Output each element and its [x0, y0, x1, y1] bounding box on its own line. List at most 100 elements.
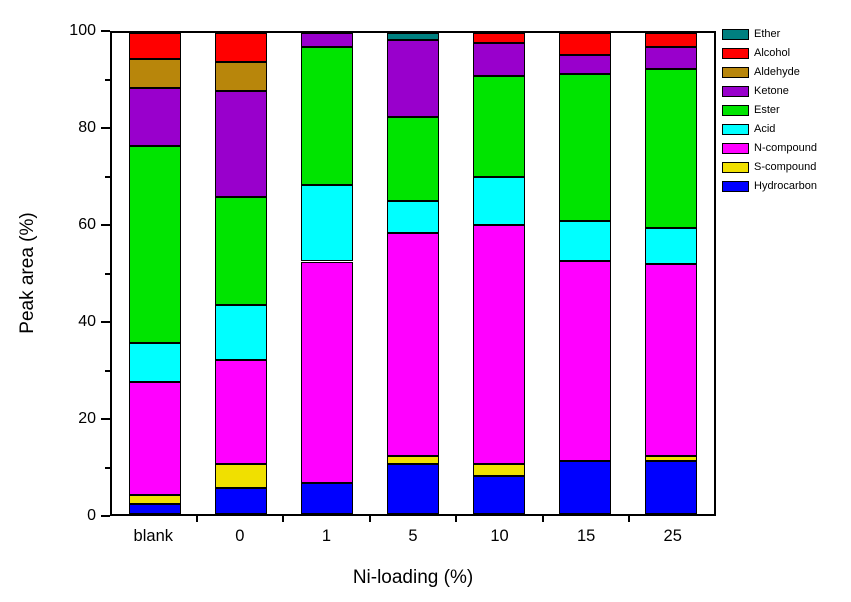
segment-ester	[215, 196, 267, 305]
segment-ether	[387, 33, 439, 41]
legend-swatch-ether	[722, 28, 749, 40]
x-axis-tick	[368, 516, 371, 522]
legend-swatch-n-compound	[722, 142, 749, 154]
segment-ester	[301, 47, 353, 185]
segment-ester	[559, 73, 611, 221]
segment-ketone	[387, 40, 439, 118]
y-major-tick	[101, 321, 110, 323]
y-minor-tick	[105, 78, 110, 81]
bar-25	[628, 33, 714, 514]
legend-item-ether: Ether	[722, 28, 817, 40]
bar-15	[542, 33, 628, 514]
segment-n-compound	[387, 232, 439, 457]
stacked-bar-25	[645, 33, 697, 514]
x-category-label: blank	[133, 527, 173, 545]
x-category-label: 5	[408, 527, 418, 545]
stacked-bar-blank	[129, 33, 181, 514]
y-tick-label: 100	[69, 22, 96, 39]
segment-acid	[387, 201, 439, 233]
x-category-label: 0	[235, 527, 245, 545]
legend-swatch-ester	[722, 104, 749, 116]
legend-swatch-s-compound	[722, 161, 749, 173]
legend-swatch-acid	[722, 123, 749, 135]
segment-hydrocarbon	[645, 461, 697, 514]
bar-10	[456, 33, 542, 514]
segment-n-compound	[215, 360, 267, 464]
segment-alcohol	[645, 33, 697, 48]
plot-area	[110, 31, 716, 516]
segment-s-compound	[215, 463, 267, 488]
segment-n-compound	[129, 381, 181, 495]
y-major-tick	[101, 224, 110, 226]
segment-n-compound	[301, 261, 353, 483]
legend-item-alcohol: Alcohol	[722, 47, 817, 59]
segment-ester	[387, 117, 439, 202]
x-category-label: 25	[663, 527, 682, 545]
x-axis-tick	[195, 516, 198, 522]
legend-item-acid: Acid	[722, 123, 817, 135]
segment-ester	[129, 146, 181, 344]
y-major-tick	[101, 127, 110, 129]
legend-label: N-compound	[754, 142, 817, 154]
segment-aldehyde	[215, 61, 267, 91]
segment-alcohol	[129, 33, 181, 60]
bar-0	[198, 33, 284, 514]
segment-s-compound	[473, 463, 525, 476]
x-axis-tick	[628, 516, 631, 522]
legend-item-aldehyde: Aldehyde	[722, 66, 817, 78]
segment-aldehyde	[129, 59, 181, 89]
segment-ketone	[301, 33, 353, 48]
bar-5	[370, 33, 456, 514]
segment-n-compound	[645, 263, 697, 457]
bar-blank	[112, 33, 198, 514]
legend-label: Alcohol	[754, 47, 791, 59]
y-tick-label: 0	[87, 507, 96, 524]
y-major-tick	[101, 418, 110, 420]
x-category-label: 15	[576, 527, 596, 545]
legend-item-ester: Ester	[722, 104, 817, 116]
segment-s-compound	[387, 456, 439, 464]
segment-hydrocarbon	[215, 487, 267, 514]
legend-label: Hydrocarbon	[754, 180, 817, 192]
segment-alcohol	[473, 33, 525, 43]
y-minor-tick	[105, 175, 110, 178]
segment-acid	[645, 227, 697, 264]
x-axis-tick	[282, 516, 285, 522]
segment-acid	[129, 343, 181, 382]
segment-hydrocarbon	[559, 461, 611, 514]
y-tick-label: 80	[78, 119, 96, 136]
x-category-label: 1	[321, 527, 332, 545]
legend-label: Ketone	[754, 85, 789, 97]
segment-ketone	[645, 47, 697, 70]
legend-item-ketone: Ketone	[722, 85, 817, 97]
y-minor-tick	[105, 369, 110, 372]
stacked-bar-1	[301, 33, 353, 514]
segment-acid	[559, 220, 611, 262]
segment-ester	[645, 69, 697, 228]
legend-item-n-compound: N-compound	[722, 142, 817, 154]
bar-1	[284, 33, 370, 514]
stacked-bar-15	[559, 33, 611, 514]
stacked-bar-10	[473, 33, 525, 514]
segment-alcohol	[215, 33, 267, 62]
x-category-label: 10	[490, 527, 509, 545]
y-tick-label: 40	[78, 313, 96, 330]
segment-ketone	[129, 88, 181, 147]
segment-ketone	[473, 42, 525, 77]
segment-ketone	[559, 54, 611, 74]
y-axis-title: Peak area (%)	[17, 212, 38, 334]
segment-acid	[473, 177, 525, 226]
segment-hydrocarbon	[129, 504, 181, 514]
segment-acid	[215, 304, 267, 361]
legend-swatch-aldehyde	[722, 66, 749, 78]
x-axis-title: Ni-loading (%)	[352, 567, 474, 588]
segment-n-compound	[473, 225, 525, 464]
y-tick-label: 20	[78, 410, 96, 427]
legend-swatch-hydrocarbon	[722, 180, 749, 192]
x-axis-tick	[455, 516, 458, 522]
x-axis-tick	[541, 516, 544, 522]
segment-s-compound	[129, 494, 181, 505]
segment-s-compound	[645, 456, 697, 462]
segment-hydrocarbon	[473, 475, 525, 514]
